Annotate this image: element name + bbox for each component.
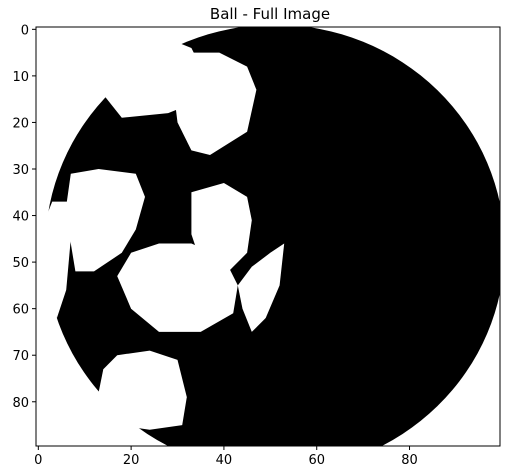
y-tick-label: 80 <box>12 396 29 411</box>
far-right-patch <box>237 243 285 332</box>
y-tick-label: 50 <box>12 256 29 271</box>
ball-disc <box>45 27 500 446</box>
y-tick-label: 0 <box>21 23 29 38</box>
y-tick-label: 10 <box>12 70 29 85</box>
y-tick-label: 70 <box>12 349 29 364</box>
x-tick-label: 60 <box>308 453 325 468</box>
center-patch <box>117 243 238 332</box>
x-axis: 0 20 40 60 80 <box>34 446 418 468</box>
y-tick-label: 20 <box>12 116 29 131</box>
x-tick-label: 80 <box>401 453 418 468</box>
plot-area <box>35 26 501 447</box>
x-tick-label: 0 <box>34 453 42 468</box>
right-patch <box>191 183 252 272</box>
image-layer <box>36 27 500 446</box>
top-right-patch <box>172 52 257 155</box>
axes-frame <box>35 26 501 447</box>
left-center-patch <box>66 169 145 272</box>
top-left-sliver <box>75 66 99 95</box>
bottom-center-patch <box>98 350 187 430</box>
far-left-patch <box>43 201 71 318</box>
chart-title: Ball - Full Image <box>210 5 330 23</box>
y-axis: 0 10 20 30 40 50 60 70 80 <box>12 23 36 411</box>
y-tick-label: 30 <box>12 163 29 178</box>
x-tick-label: 20 <box>123 453 140 468</box>
y-tick-label: 40 <box>12 210 29 225</box>
y-tick-label: 60 <box>12 303 29 318</box>
x-tick-label: 40 <box>216 453 233 468</box>
